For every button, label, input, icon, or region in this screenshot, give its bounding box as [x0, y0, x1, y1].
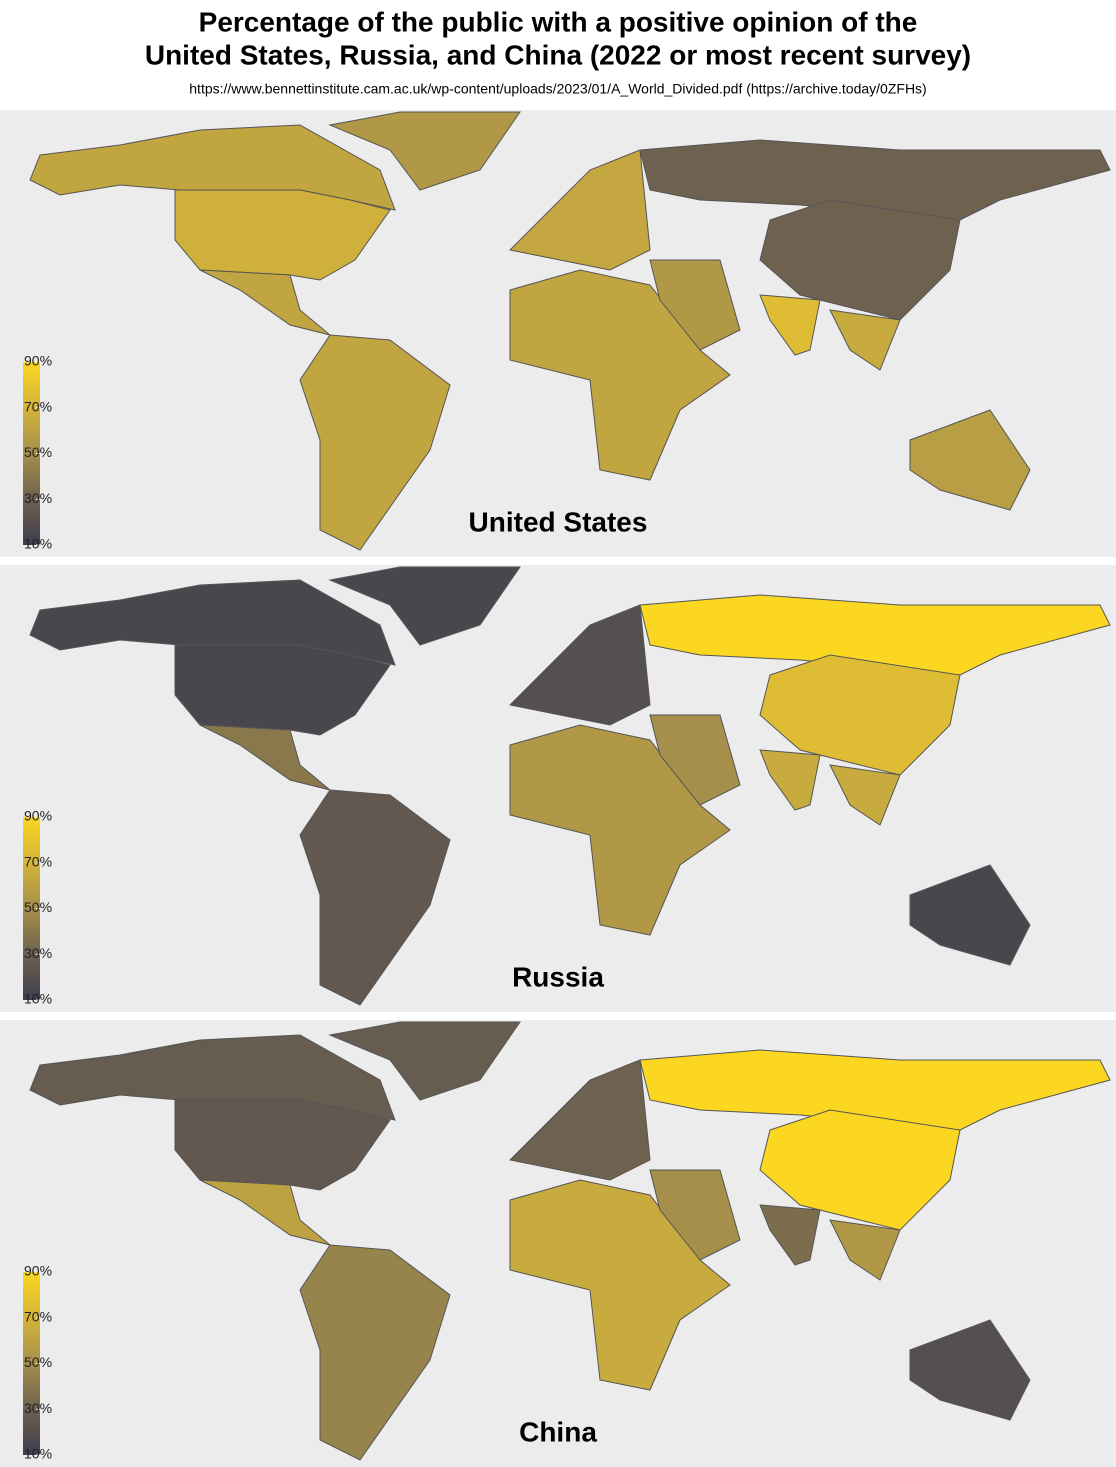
region	[759, 1109, 961, 1231]
region	[759, 294, 821, 356]
region	[909, 409, 1031, 511]
region	[299, 789, 451, 1006]
map-panel: Russia 90% 70% 50% 30% 10%	[0, 565, 1116, 1012]
colorbar-tick-label: 70%	[24, 1308, 52, 1324]
region	[829, 309, 901, 371]
map-panel: China 90% 70% 50% 30% 10%	[0, 1020, 1116, 1467]
colorbar-tick-label: 70%	[24, 853, 52, 869]
region	[174, 189, 391, 281]
region	[508, 604, 651, 726]
panel-label: China	[519, 1416, 597, 1447]
colorbar-tick-label: 90%	[24, 1263, 52, 1279]
region	[759, 749, 821, 811]
colorbar-tick-label: 50%	[24, 899, 52, 915]
panel-label: Russia	[512, 961, 604, 992]
colorbar-tick-label: 50%	[24, 1354, 52, 1370]
region	[328, 566, 521, 646]
region	[508, 1059, 651, 1181]
map-panel: United States 90% 70% 50% 30% 10%	[0, 110, 1116, 557]
region	[299, 1244, 451, 1461]
title-line: United States, Russia, and China (2022 o…	[145, 39, 971, 70]
region	[328, 111, 521, 191]
region	[649, 1169, 741, 1261]
source: https://www.bennettinstitute.cam.ac.uk/w…	[189, 81, 926, 97]
title-line: Percentage of the public with a positive…	[199, 6, 918, 37]
region	[508, 149, 651, 271]
region	[759, 199, 961, 321]
colorbar-tick-label: 30%	[24, 1400, 52, 1416]
colorbar-tick-label: 50%	[24, 444, 52, 460]
colorbar-tick-label: 10%	[24, 536, 52, 552]
region	[509, 269, 731, 481]
region	[639, 139, 1111, 221]
region	[639, 1049, 1111, 1131]
region	[909, 864, 1031, 966]
region	[174, 1099, 391, 1191]
colorbar	[23, 362, 40, 545]
colorbar	[23, 817, 40, 1000]
region	[649, 259, 741, 351]
region	[649, 714, 741, 806]
colorbar-tick-label: 10%	[24, 991, 52, 1007]
region	[829, 1219, 901, 1281]
region	[829, 764, 901, 826]
colorbar-tick-label: 10%	[24, 1446, 52, 1462]
colorbar-tick-label: 90%	[24, 353, 52, 369]
region	[328, 1021, 521, 1101]
colorbar-tick-label: 30%	[24, 945, 52, 961]
colorbar	[23, 1272, 40, 1455]
region	[509, 1179, 731, 1391]
panel-label: United States	[469, 506, 648, 537]
region	[759, 1204, 821, 1266]
region	[759, 654, 961, 776]
colorbar-tick-label: 90%	[24, 808, 52, 824]
colorbar-tick-label: 70%	[24, 398, 52, 414]
colorbar-tick-label: 30%	[24, 490, 52, 506]
region	[174, 644, 391, 736]
region	[299, 334, 451, 551]
region	[639, 594, 1111, 676]
region	[509, 724, 731, 936]
region	[909, 1319, 1031, 1421]
